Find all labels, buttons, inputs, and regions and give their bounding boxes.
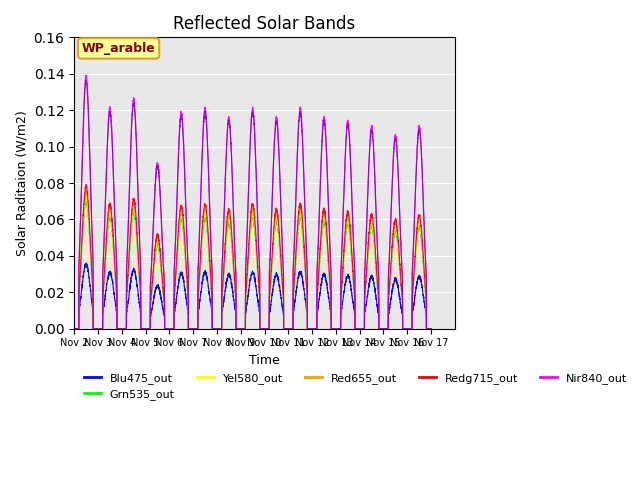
Text: WP_arable: WP_arable [82,42,156,55]
X-axis label: Time: Time [249,354,280,367]
Legend: Blu475_out, Grn535_out, Yel580_out, Red655_out, Redg715_out, Nir840_out, Nir945_: Blu475_out, Grn535_out, Yel580_out, Red6… [80,369,640,405]
Y-axis label: Solar Raditaion (W/m2): Solar Raditaion (W/m2) [15,110,28,256]
Title: Reflected Solar Bands: Reflected Solar Bands [173,15,356,33]
